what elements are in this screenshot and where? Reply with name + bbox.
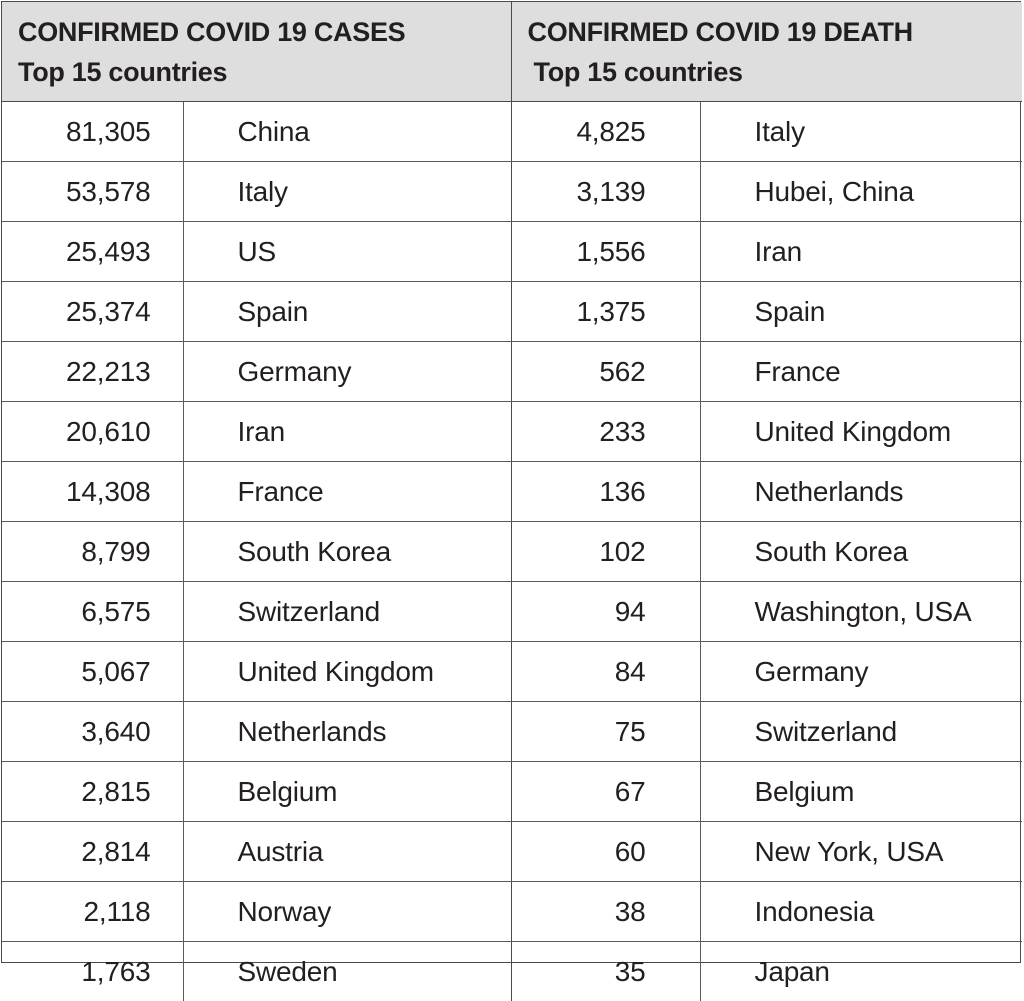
deaths-country: Netherlands <box>700 462 1022 522</box>
cases-country: Belgium <box>183 762 511 822</box>
cases-country: Sweden <box>183 942 511 1001</box>
cases-count: 25,374 <box>2 282 183 342</box>
deaths-country: Switzerland <box>700 702 1022 762</box>
cases-subtitle: Top 15 countries <box>18 52 511 92</box>
deaths-country: Germany <box>700 642 1022 702</box>
deaths-title: CONFIRMED COVID 19 DEATH <box>528 12 1023 52</box>
cases-country: France <box>183 462 511 522</box>
deaths-count: 35 <box>511 942 700 1001</box>
cases-count: 25,493 <box>2 222 183 282</box>
cases-count: 5,067 <box>2 642 183 702</box>
cases-country: Italy <box>183 162 511 222</box>
cases-count: 1,763 <box>2 942 183 1001</box>
cases-country: Germany <box>183 342 511 402</box>
cases-country: Iran <box>183 402 511 462</box>
deaths-count: 60 <box>511 822 700 882</box>
deaths-count: 1,375 <box>511 282 700 342</box>
deaths-count: 67 <box>511 762 700 822</box>
deaths-country: Japan <box>700 942 1022 1001</box>
cases-country: China <box>183 102 511 162</box>
deaths-header: CONFIRMED COVID 19 DEATH Top 15 countrie… <box>511 2 1022 102</box>
cases-country: Austria <box>183 822 511 882</box>
deaths-country: New York, USA <box>700 822 1022 882</box>
deaths-count: 84 <box>511 642 700 702</box>
cases-count: 3,640 <box>2 702 183 762</box>
deaths-subtitle: Top 15 countries <box>528 52 1023 92</box>
deaths-country: Indonesia <box>700 882 1022 942</box>
cases-count: 22,213 <box>2 342 183 402</box>
covid-table-frame: CONFIRMED COVID 19 CASES Top 15 countrie… <box>1 1 1021 963</box>
cases-country: Switzerland <box>183 582 511 642</box>
deaths-count: 102 <box>511 522 700 582</box>
cases-header: CONFIRMED COVID 19 CASES Top 15 countrie… <box>2 2 511 102</box>
cases-country: Norway <box>183 882 511 942</box>
deaths-country: France <box>700 342 1022 402</box>
deaths-country: Italy <box>700 102 1022 162</box>
cases-count: 81,305 <box>2 102 183 162</box>
cases-count: 6,575 <box>2 582 183 642</box>
cases-count: 53,578 <box>2 162 183 222</box>
cases-count: 20,610 <box>2 402 183 462</box>
deaths-country: Washington, USA <box>700 582 1022 642</box>
cases-country: South Korea <box>183 522 511 582</box>
deaths-country: Iran <box>700 222 1022 282</box>
deaths-count: 94 <box>511 582 700 642</box>
cases-country: United Kingdom <box>183 642 511 702</box>
cases-country: US <box>183 222 511 282</box>
deaths-country: Spain <box>700 282 1022 342</box>
deaths-count: 233 <box>511 402 700 462</box>
cases-count: 2,814 <box>2 822 183 882</box>
cases-count: 2,118 <box>2 882 183 942</box>
cases-country: Netherlands <box>183 702 511 762</box>
deaths-count: 1,556 <box>511 222 700 282</box>
cases-count: 2,815 <box>2 762 183 822</box>
deaths-country: Hubei, China <box>700 162 1022 222</box>
cases-title: CONFIRMED COVID 19 CASES <box>18 12 511 52</box>
deaths-count: 38 <box>511 882 700 942</box>
cases-count: 8,799 <box>2 522 183 582</box>
deaths-count: 3,139 <box>511 162 700 222</box>
deaths-count: 75 <box>511 702 700 762</box>
deaths-country: United Kingdom <box>700 402 1022 462</box>
deaths-count: 562 <box>511 342 700 402</box>
deaths-country: South Korea <box>700 522 1022 582</box>
deaths-count: 4,825 <box>511 102 700 162</box>
cases-country: Spain <box>183 282 511 342</box>
header-row: CONFIRMED COVID 19 CASES Top 15 countrie… <box>2 2 1022 102</box>
cases-count: 14,308 <box>2 462 183 522</box>
deaths-count: 136 <box>511 462 700 522</box>
deaths-country: Belgium <box>700 762 1022 822</box>
